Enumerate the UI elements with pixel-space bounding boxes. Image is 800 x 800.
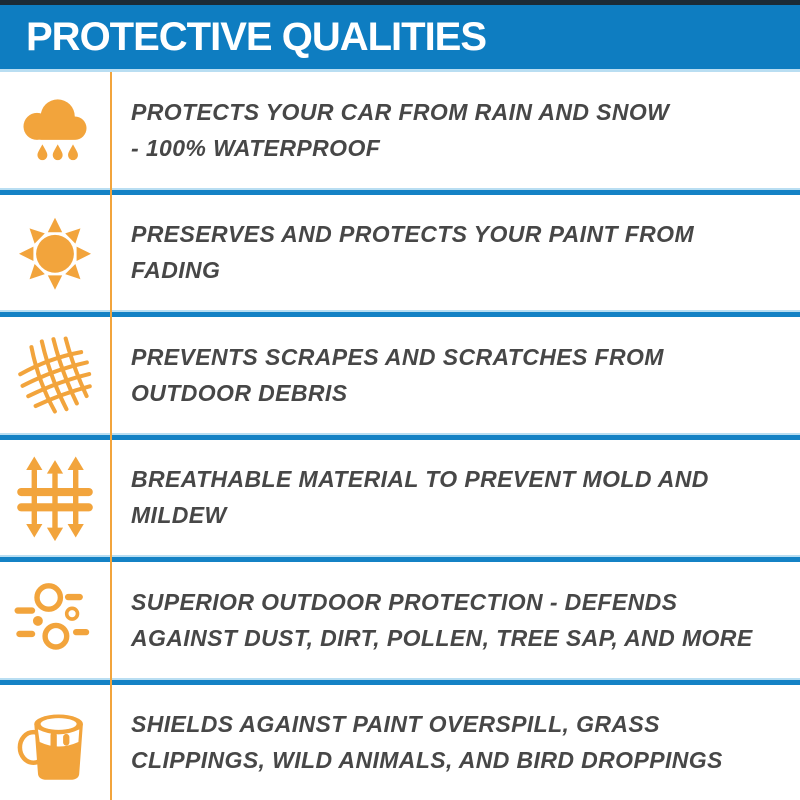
icon-cell [0,575,110,665]
icon-cell [0,207,110,297]
feature-row-fading: PRESERVES AND PROTECTS YOUR PAINT FROM F… [0,194,800,310]
icon-cell [0,452,110,542]
feature-row-overspill: SHIELDS AGAINST PAINT OVERSPILL, GRASS C… [0,684,800,800]
feature-text: PRESERVES AND PROTECTS YOUR PAINT FROM F… [131,221,694,284]
feature-text: SHIELDS AGAINST PAINT OVERSPILL, GRASS C… [131,711,723,774]
feature-text: SUPERIOR OUTDOOR PROTECTION - DEFENDS AG… [131,588,753,651]
icon-cell [0,330,110,420]
feature-text: BREATHABLE MATERIAL TO PREVENT MOLD AND … [131,466,709,529]
row-divider [0,310,800,317]
feature-row-dust: SUPERIOR OUTDOOR PROTECTION - DEFENDS AG… [0,562,800,678]
orange-divider-line [110,72,112,800]
breathable-arrows-icon [17,456,93,542]
row-divider [0,432,800,440]
sun-icon [19,218,91,291]
rain-cloud-icon [23,99,87,160]
icon-cell [0,85,110,175]
net-mesh-icon [18,336,92,414]
top-edge-strip [0,0,800,5]
header-bar: PROTECTIVE QUALITIES [0,5,800,72]
feature-row-breathable: BREATHABLE MATERIAL TO PREVENT MOLD AND … [0,439,800,555]
paint-bucket-icon [17,714,83,781]
feature-list: PROTECTS YOUR CAR FROM RAIN AND SNOW - 1… [0,72,800,800]
feature-text: PROTECTS YOUR CAR FROM RAIN AND SNOW - 1… [131,98,670,161]
feature-row-scratches: PREVENTS SCRAPES AND SCRATCHES FROM OUTD… [0,317,800,433]
icon-cell [0,697,110,787]
feature-text: PREVENTS SCRAPES AND SCRATCHES FROM OUTD… [131,343,664,406]
feature-row-waterproof: PROTECTS YOUR CAR FROM RAIN AND SNOW - 1… [0,72,800,188]
row-divider [0,555,800,562]
row-divider [0,677,800,685]
row-divider [0,187,800,195]
page-title: PROTECTIVE QUALITIES [26,14,487,59]
dust-particles-icon [14,582,90,650]
